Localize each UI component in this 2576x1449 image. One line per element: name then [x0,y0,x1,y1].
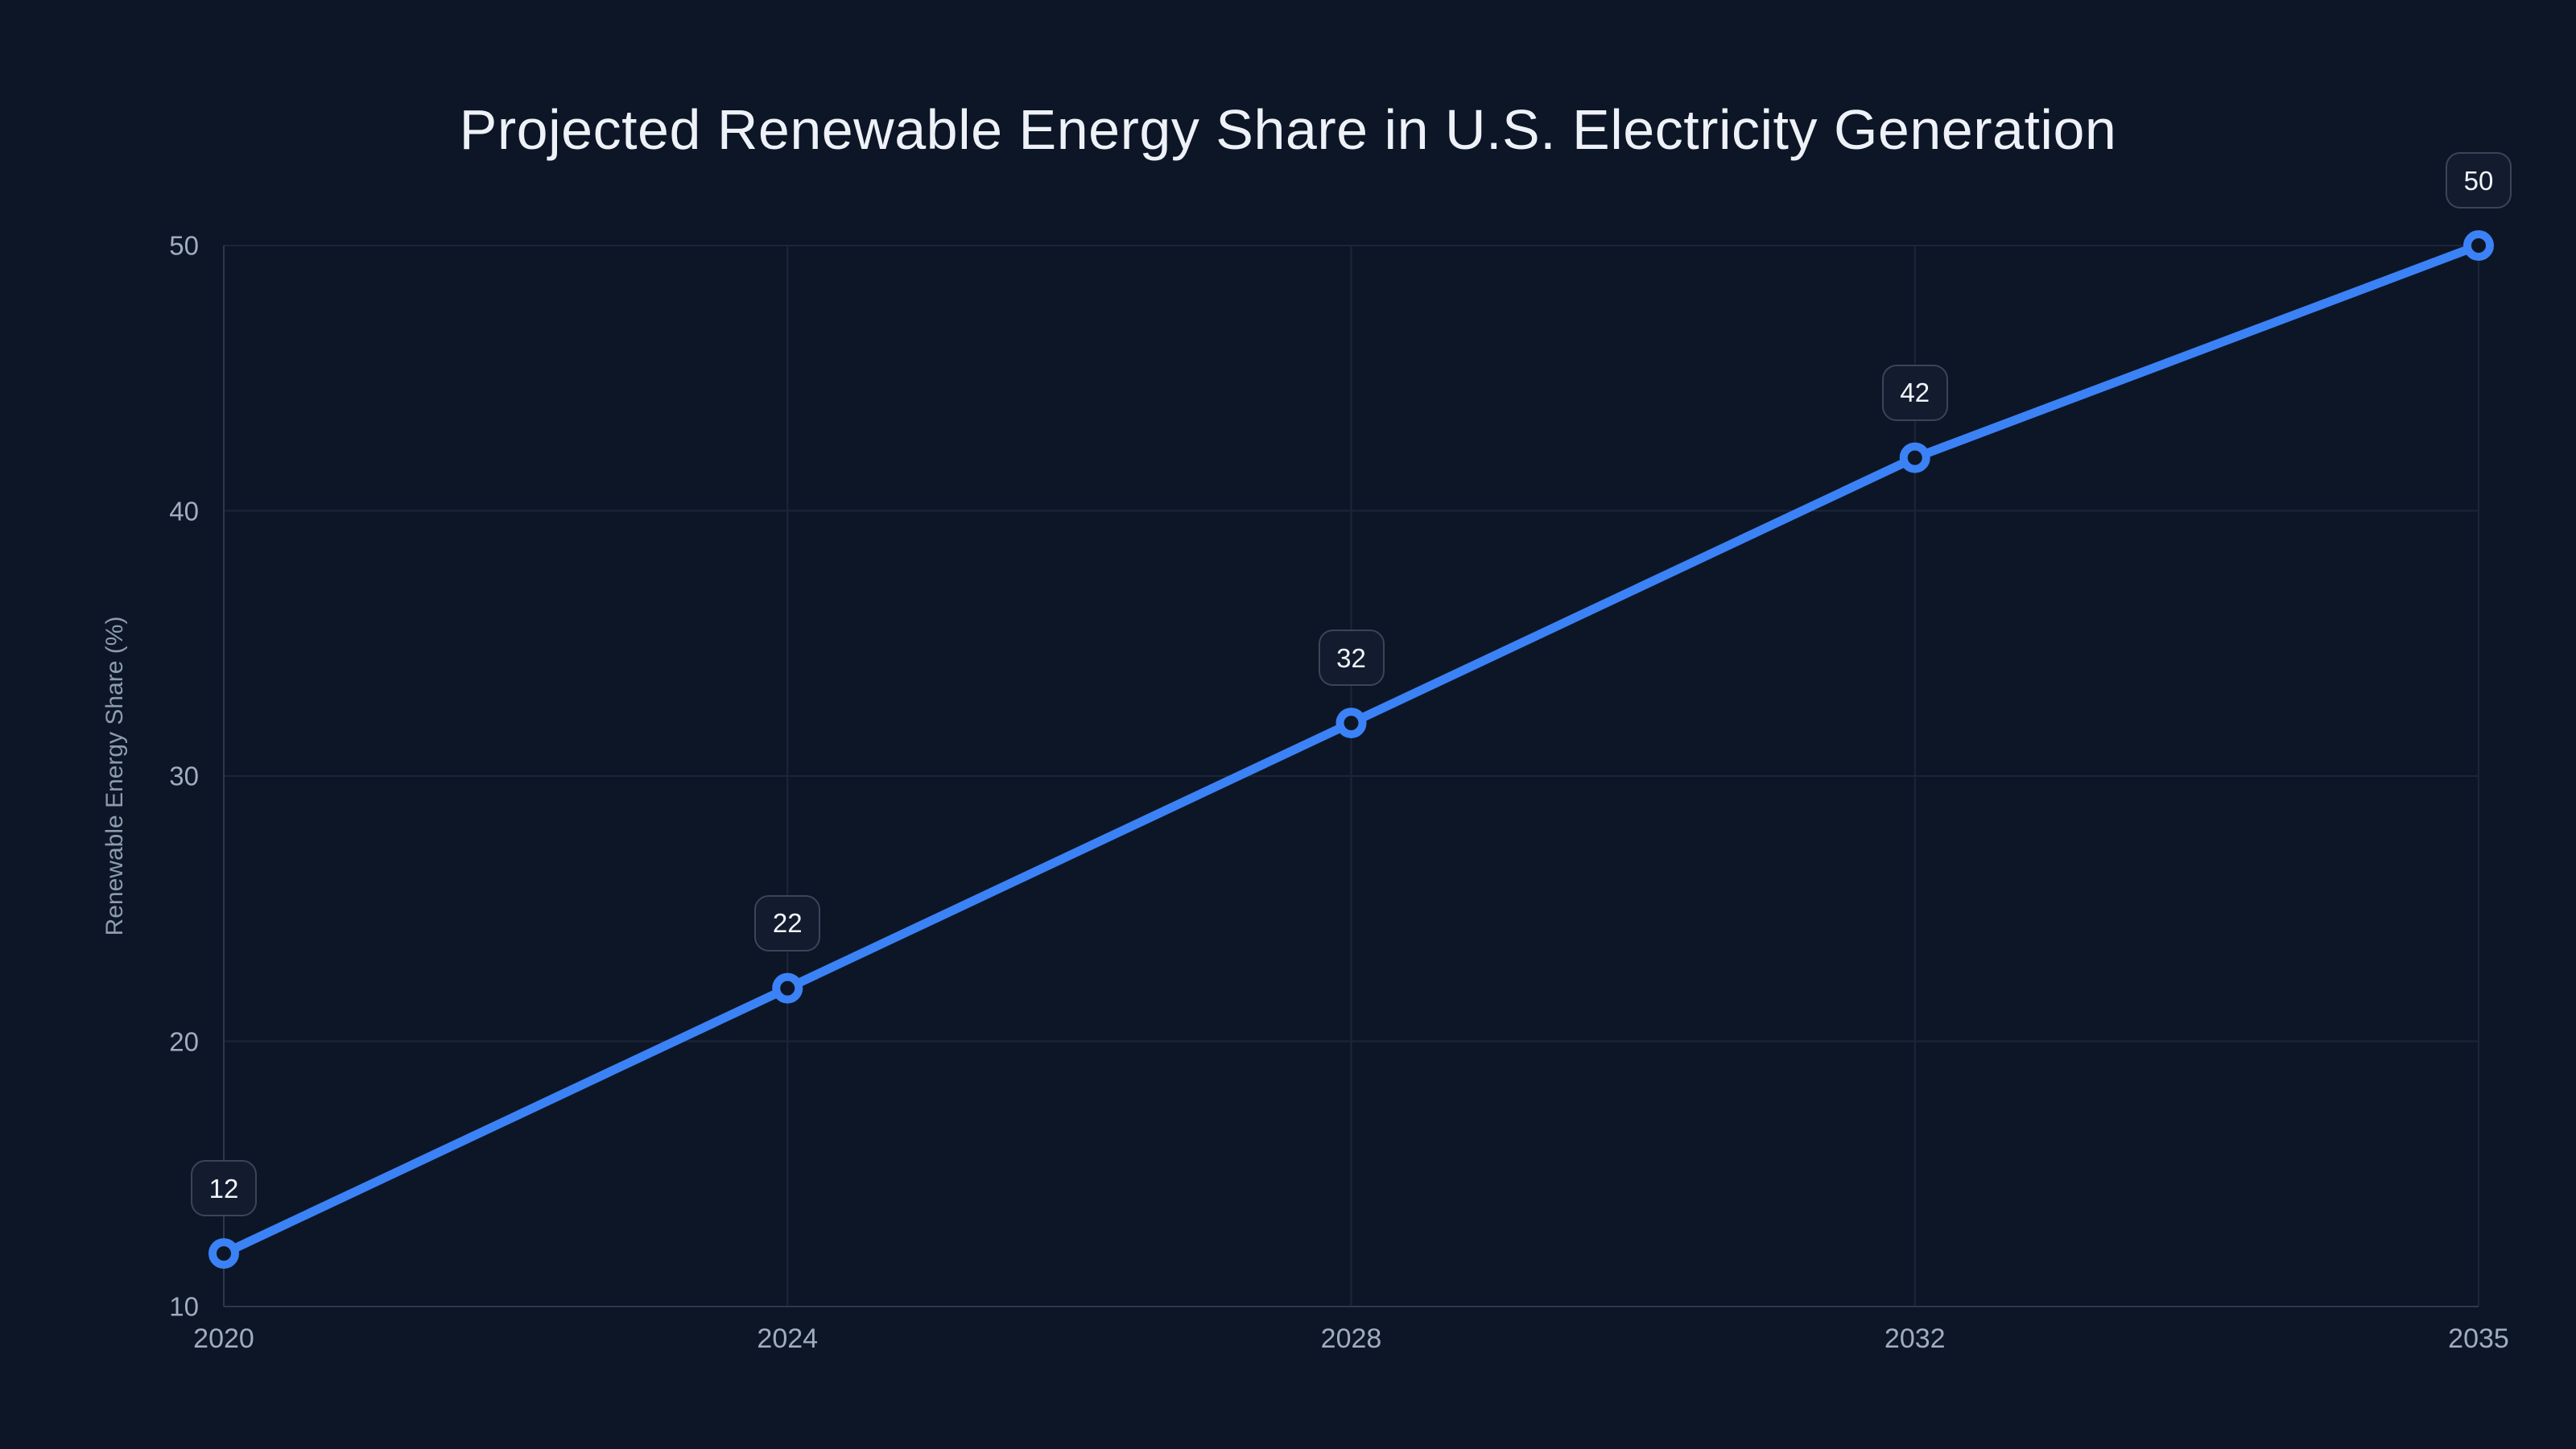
x-tick-label-2028: 2028 [1320,1323,1382,1354]
chart-title: Projected Renewable Energy Share in U.S.… [459,98,2117,161]
data-point-label-2024: 22 [754,894,821,952]
data-point-marker-2024[interactable] [772,972,803,1004]
data-point-label-2028: 32 [1318,630,1385,687]
y-tick-label-30: 30 [169,761,199,791]
data-point-marker-2035[interactable] [2463,230,2494,261]
plot-area [208,230,2494,1307]
x-tick-label-2020: 2020 [193,1323,254,1354]
data-point-label-2020: 12 [191,1160,257,1217]
x-tick-label-2032: 2032 [1884,1323,1946,1354]
y-tick-label-40: 40 [169,496,199,526]
y-tick-label-50: 50 [169,230,199,261]
x-tick-label-2035: 2035 [2448,1323,2509,1354]
x-tick-label-2024: 2024 [757,1323,819,1354]
data-point-marker-2032[interactable] [1899,442,1930,473]
data-point-label-2032: 42 [1881,364,1948,421]
y-tick-label-20: 20 [169,1026,199,1056]
y-tick-label-10: 10 [169,1291,199,1322]
data-point-label-2035: 50 [2446,152,2512,208]
data-point-marker-2020[interactable] [208,1238,239,1269]
data-point-marker-2028[interactable] [1335,708,1367,739]
